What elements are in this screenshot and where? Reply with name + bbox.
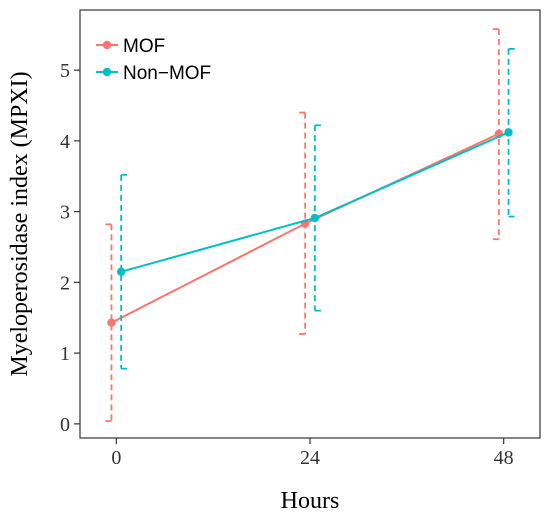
data-point-1-2 [504, 128, 513, 137]
y-tick-label-2: 2 [60, 272, 70, 294]
x-tick-label-2: 48 [494, 447, 514, 469]
y-tick-label-0: 0 [60, 414, 70, 436]
legend-marker-0 [102, 40, 112, 50]
x-tick-label-1: 24 [300, 447, 320, 469]
series-layer [105, 28, 515, 422]
x-axis: 0 24 48 [111, 438, 514, 469]
legend-label-0: MOF [123, 36, 165, 57]
data-point-1-0 [116, 267, 126, 276]
series-1 [116, 48, 515, 370]
y-tick-label-3: 3 [60, 202, 70, 224]
x-tick-label-0: 0 [111, 447, 121, 469]
legend: MOF Non−MOF [96, 36, 211, 84]
y-axis-title: Myeloperosidase index (MPXI) [7, 71, 33, 376]
legend-label-1: Non−MOF [123, 63, 211, 84]
data-point-0-0 [107, 318, 116, 327]
legend-marker-1 [102, 67, 112, 77]
x-axis-title: Hours [281, 488, 340, 514]
series-0 [105, 28, 504, 422]
y-tick-label-5: 5 [60, 60, 70, 82]
y-tick-label-4: 4 [60, 131, 70, 153]
plot-panel [79, 9, 541, 439]
data-point-1-1 [310, 213, 320, 223]
y-axis: 0 1 2 3 4 5 [60, 60, 80, 436]
y-tick-label-1: 1 [60, 343, 70, 365]
